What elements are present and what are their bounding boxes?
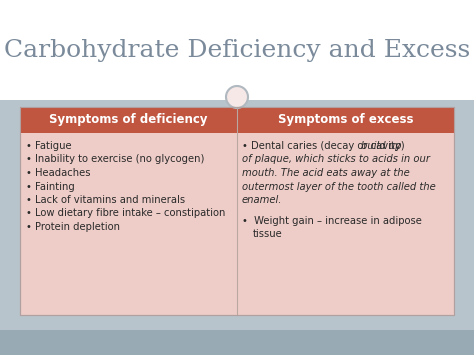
Text: • Fainting: • Fainting [26,181,75,191]
Text: tissue: tissue [253,229,283,239]
Bar [0,0,474,100]
Text: Carbohydrate Deficiency and Excess: Carbohydrate Deficiency and Excess [4,38,470,61]
Text: • Fatigue: • Fatigue [26,141,72,151]
Text: • Protein depletion: • Protein depletion [26,222,120,232]
Text: enamel.: enamel. [242,195,283,205]
Text: •  Weight gain – increase in adipose: • Weight gain – increase in adipose [242,215,422,225]
Text: • Inability to exercise (no glycogen): • Inability to exercise (no glycogen) [26,154,204,164]
Text: • Headaches: • Headaches [26,168,91,178]
Text: • Low dietary fibre intake – constipation: • Low dietary fibre intake – constipatio… [26,208,225,218]
Text: • Lack of vitamins and minerals: • Lack of vitamins and minerals [26,195,185,205]
Text: Symptoms of deficiency: Symptoms of deficiency [49,114,208,126]
Text: build up: build up [361,141,401,151]
Circle shape [226,86,248,108]
Bar [0,330,474,355]
Text: Symptoms of excess: Symptoms of excess [278,114,413,126]
Bar [20,107,237,133]
Text: • Dental caries (decay or cavity): • Dental caries (decay or cavity) [242,141,408,151]
Text: mouth. The acid eats away at the: mouth. The acid eats away at the [242,168,410,178]
Bar [20,107,454,315]
Text: outermost layer of the tooth called the: outermost layer of the tooth called the [242,181,436,191]
Bar [0,100,474,330]
Bar [20,107,454,315]
Bar [237,107,454,133]
Text: of plaque, which sticks to acids in our: of plaque, which sticks to acids in our [242,154,430,164]
